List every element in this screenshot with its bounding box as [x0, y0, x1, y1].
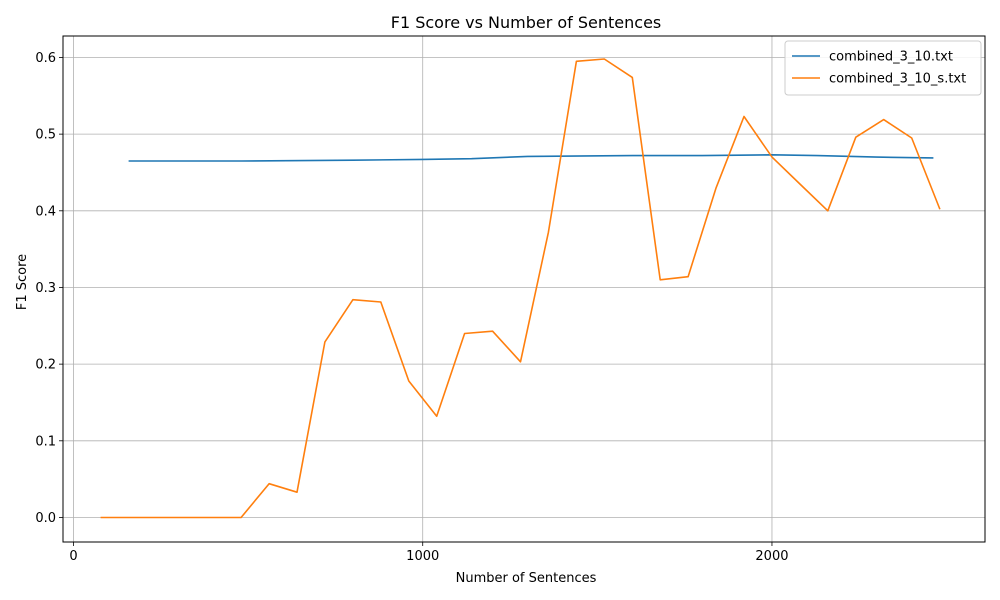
legend-label: combined_3_10_s.txt — [829, 72, 966, 87]
y-tick-label: 0.1 — [35, 434, 56, 449]
y-tick-label: 0.3 — [35, 281, 56, 296]
ticks: 0 1000 2000 0.0 0.1 0.2 0.3 0.4 0.5 0.6 — [35, 51, 788, 564]
series-layer — [100, 58, 941, 519]
y-tick-label: 0.4 — [35, 204, 56, 219]
y-tick-label: 0.5 — [35, 128, 56, 143]
legend: combined_3_10.txt combined_3_10_s.txt — [784, 40, 982, 96]
series-line-1 — [128, 154, 934, 162]
x-tick-label: 2000 — [755, 549, 788, 564]
legend-box — [784, 40, 982, 96]
y-tick-label: 0.6 — [35, 51, 56, 66]
series-line-2 — [100, 58, 941, 519]
x-tick-label: 0 — [69, 549, 77, 564]
legend-label: combined_3_10.txt — [829, 50, 953, 65]
x-tick-label: 1000 — [406, 549, 439, 564]
chart-title: F1 Score vs Number of Sentences — [391, 13, 662, 32]
plot-frame — [62, 35, 986, 543]
y-tick-label: 0.2 — [35, 358, 56, 373]
x-axis-label: Number of Sentences — [456, 571, 597, 586]
y-axis-label: F1 Score — [15, 254, 30, 310]
y-tick-label: 0.0 — [35, 511, 56, 526]
